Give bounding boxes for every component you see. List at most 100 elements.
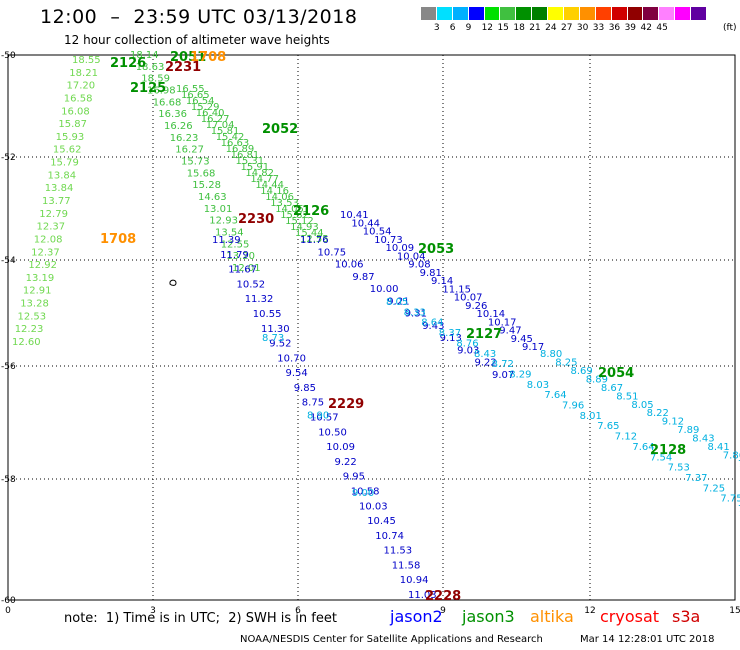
legend-label: 30 [576, 23, 589, 33]
legend-label: 45 [656, 23, 668, 33]
swh-value: 9.52 [269, 339, 291, 350]
swh-value: 9.14 [431, 276, 453, 287]
latitude-tick-label: -60 [1, 596, 16, 606]
longitude-tick-label: 12 [584, 606, 595, 616]
swh-value: 12.37 [37, 222, 66, 233]
swh-value: 8.80 [540, 349, 562, 360]
swh-value: 17.04 [206, 120, 235, 131]
swh-value: 12.79 [39, 209, 68, 220]
swh-value: 11.03 [408, 590, 437, 601]
swh-value: 10.41 [340, 210, 369, 221]
track-id-label: 1708 [100, 232, 136, 247]
swh-value: 13.77 [42, 196, 71, 207]
swh-value: 18.21 [69, 68, 98, 79]
swh-value: 10.45 [367, 516, 396, 527]
swh-value: 16.65 [181, 90, 210, 101]
swh-value: 10.17 [488, 317, 517, 328]
swh-value: 16.98 [147, 86, 176, 97]
swh-value: 8.43 [474, 349, 496, 360]
track-id-label: 2051 [170, 50, 206, 65]
swh-value: 10.54 [363, 227, 392, 238]
page-subtitle: 12 hour collection of altimeter wave hei… [64, 33, 330, 47]
longitude-tick-label: 6 [295, 606, 301, 616]
swh-value: 16.27 [175, 145, 204, 156]
swh-value: 16.08 [61, 106, 90, 117]
swh-value: 8.37 [439, 328, 461, 339]
swh-value: 12.01 [232, 263, 261, 274]
swh-value: 10.50 [318, 427, 347, 438]
swh-value: 13.84 [45, 183, 74, 194]
swh-value: 16.26 [164, 121, 193, 132]
legend-label: 18 [513, 23, 525, 33]
swh-value: 9.45 [511, 334, 533, 345]
swh-value: 15.73 [181, 157, 210, 168]
swh-value: 14.44 [255, 180, 284, 191]
swh-value: 18.55 [72, 55, 101, 66]
swh-value: 16.68 [153, 97, 182, 108]
legend-label: 9 [465, 23, 472, 33]
swh-value: 10.09 [386, 243, 415, 254]
swh-value: 9.03 [457, 346, 479, 357]
swh-value: 16.36 [158, 109, 187, 120]
swh-value: 16.40 [196, 108, 225, 119]
swh-value: 7.54 [650, 452, 672, 463]
swh-value: 9.13 [440, 333, 462, 344]
swh-value: 10.52 [237, 279, 266, 290]
swh-value: 12.23 [15, 324, 44, 335]
track-id-label: 2054 [598, 366, 634, 381]
swh-value: 16.27 [201, 114, 230, 125]
swh-value: 11.53 [384, 546, 413, 557]
longitude-tick-label: 3 [150, 606, 156, 616]
swh-value: 7.53 [668, 463, 690, 474]
coastline-feature [169, 279, 177, 286]
swh-value: 14.82 [245, 168, 274, 179]
swh-value: 15.91 [241, 162, 270, 173]
swh-value: 14.93 [290, 222, 319, 233]
swh-value: 12.60 [12, 337, 41, 348]
map-frame [7, 54, 736, 601]
swh-value: 8.05 [631, 400, 653, 411]
latitude-tick-label: -50 [1, 51, 16, 61]
legend-swatch: 3 [434, 7, 453, 33]
legend-swatch [675, 7, 692, 20]
swh-value: 15.68 [187, 168, 216, 179]
track-id-label: 2229 [328, 397, 364, 412]
legend-swatch: 45 [656, 7, 676, 33]
swh-value: 16.89 [226, 144, 255, 155]
swh-value: 10.73 [374, 235, 403, 246]
footnote: note: 1) Time is in UTC; 2) SWH is in fe… [64, 611, 337, 626]
track-id-label: 2053 [418, 242, 454, 257]
swh-value: 10.55 [253, 309, 282, 320]
satellite-jason3: jason3 [462, 607, 515, 626]
swh-value: 9.54 [286, 368, 308, 379]
swh-value: 8.05 [386, 297, 408, 308]
swh-value: 8.01 [580, 411, 602, 422]
swh-value: 15.29 [191, 102, 220, 113]
legend-label: 6 [449, 23, 456, 33]
swh-value: 10.75 [318, 247, 347, 258]
track-id-label: 2128 [650, 443, 686, 458]
legend-unit-label: (ft) [723, 23, 737, 33]
page-title: 12:00 – 23:59 UTC 03/13/2018 [40, 6, 358, 28]
swh-value: 9.47 [499, 326, 521, 337]
legend-label: 21 [529, 23, 541, 33]
swh-value: 16.58 [64, 94, 93, 105]
longitude-tick-label: 0 [5, 606, 11, 616]
swh-value: 16.23 [170, 133, 199, 144]
swh-value: 15.31 [236, 156, 265, 167]
swh-value: 9.87 [352, 272, 374, 283]
swh-value: 9.95 [343, 472, 365, 483]
swh-value: 7.5 [738, 459, 740, 470]
swh-value: 11.30 [261, 324, 290, 335]
swh-value: 11.39 [212, 235, 241, 246]
longitude-tick-label: 9 [440, 606, 446, 616]
track-id-label: 2126 [110, 56, 146, 71]
swh-value: 13.20 [226, 251, 255, 262]
latitude-tick-label: -56 [1, 362, 16, 372]
legend-label: 15 [497, 23, 509, 33]
swh-value: 10.58 [351, 487, 380, 498]
swh-value: 9.31 [405, 309, 427, 320]
track-id-label: 2126 [293, 204, 329, 219]
